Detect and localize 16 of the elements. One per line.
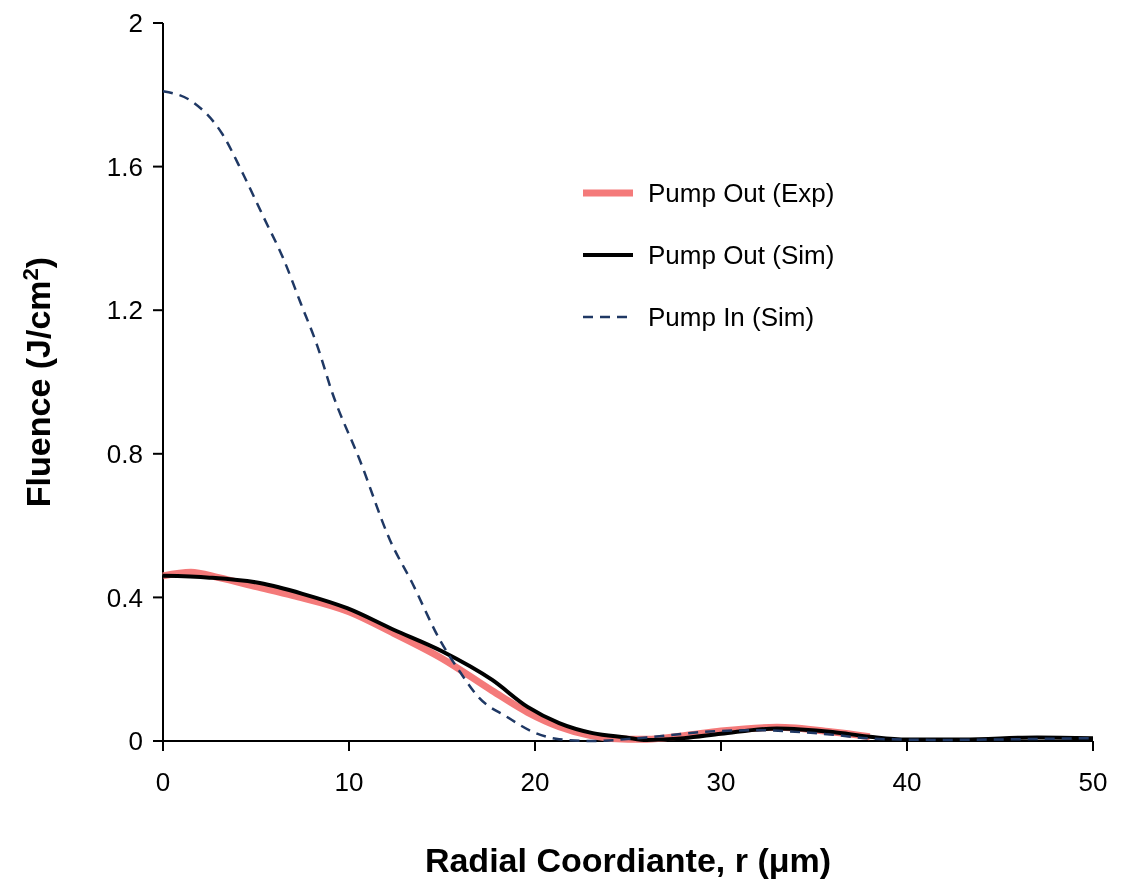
y-tick-label: 1.6 [106,151,143,182]
legend-label: Pump Out (Sim) [648,240,835,271]
x-tick-label: 20 [520,767,550,797]
y-tick-label: 0.4 [106,582,143,613]
x-tick-label: 50 [1078,767,1108,797]
x-tick-label: 30 [706,767,736,797]
y-tick-label: 0 [128,726,143,757]
y-tick-label: 1.2 [106,295,143,326]
x-tick-label: 40 [892,767,922,797]
x-tick-label: 10 [334,767,364,797]
x-axis-title: Radial Coordiante, r (μm) [424,841,832,879]
y-tick-label: 0.8 [106,438,143,469]
legend-label: Pump Out (Exp) [648,178,835,209]
y-tick-label: 2 [128,8,143,39]
x-tick-label: 0 [155,767,171,797]
legend-label: Pump In (Sim) [648,302,815,333]
